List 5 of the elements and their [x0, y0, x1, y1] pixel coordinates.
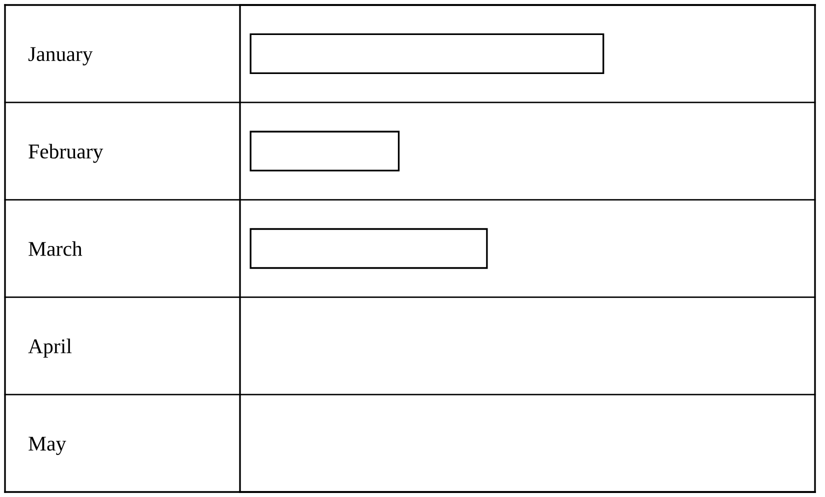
- y-tick-label: February: [28, 144, 104, 163]
- y-tick-label: April: [28, 338, 72, 358]
- y-tick-label: March: [28, 241, 82, 256]
- y-tick-label: January: [28, 47, 93, 66]
- y-tick-label: May: [28, 436, 66, 455]
